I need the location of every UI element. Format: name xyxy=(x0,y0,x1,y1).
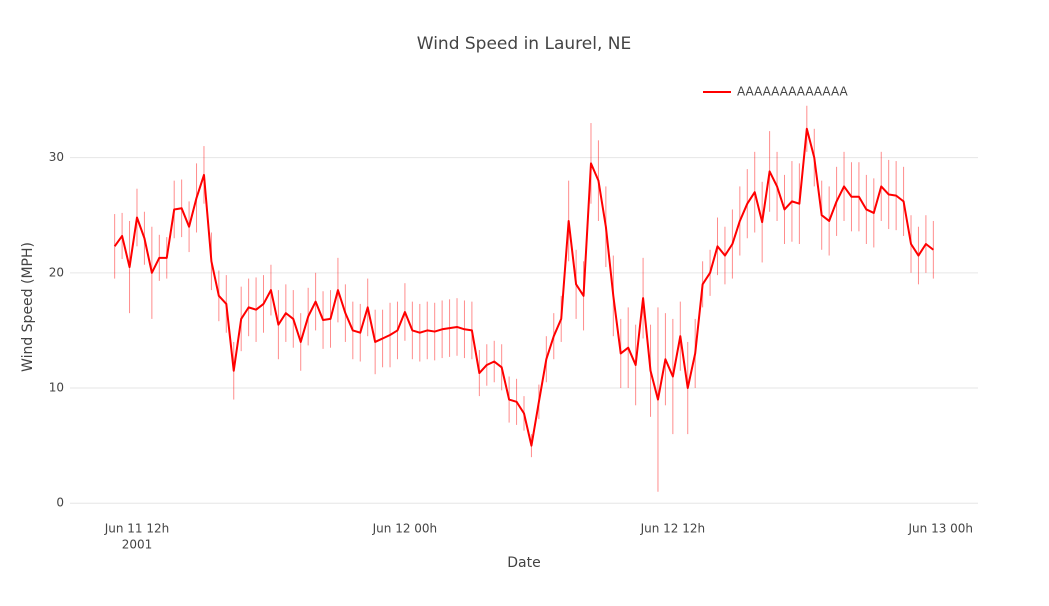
y-tick-label: 0 xyxy=(56,496,64,510)
line-series xyxy=(113,127,934,447)
x-tick-label: Jun 13 00h xyxy=(908,522,974,536)
y-axis-title: Wind Speed (MPH) xyxy=(20,242,36,372)
legend-label: AAAAAAAAAAAAA xyxy=(737,85,849,99)
x-tick-label: Jun 11 12h xyxy=(104,522,170,536)
x-axis-title: Date xyxy=(507,555,540,571)
y-tick-label: 10 xyxy=(49,381,64,395)
x-tick-label: Jun 12 12h xyxy=(640,522,706,536)
y-tick-label: 30 xyxy=(49,150,64,164)
x-axis-year: 2001 xyxy=(122,538,153,552)
chart-title: Wind Speed in Laurel, NE xyxy=(417,34,631,54)
y-tick-label: 20 xyxy=(49,265,64,279)
x-tick-label: Jun 12 00h xyxy=(372,522,438,536)
